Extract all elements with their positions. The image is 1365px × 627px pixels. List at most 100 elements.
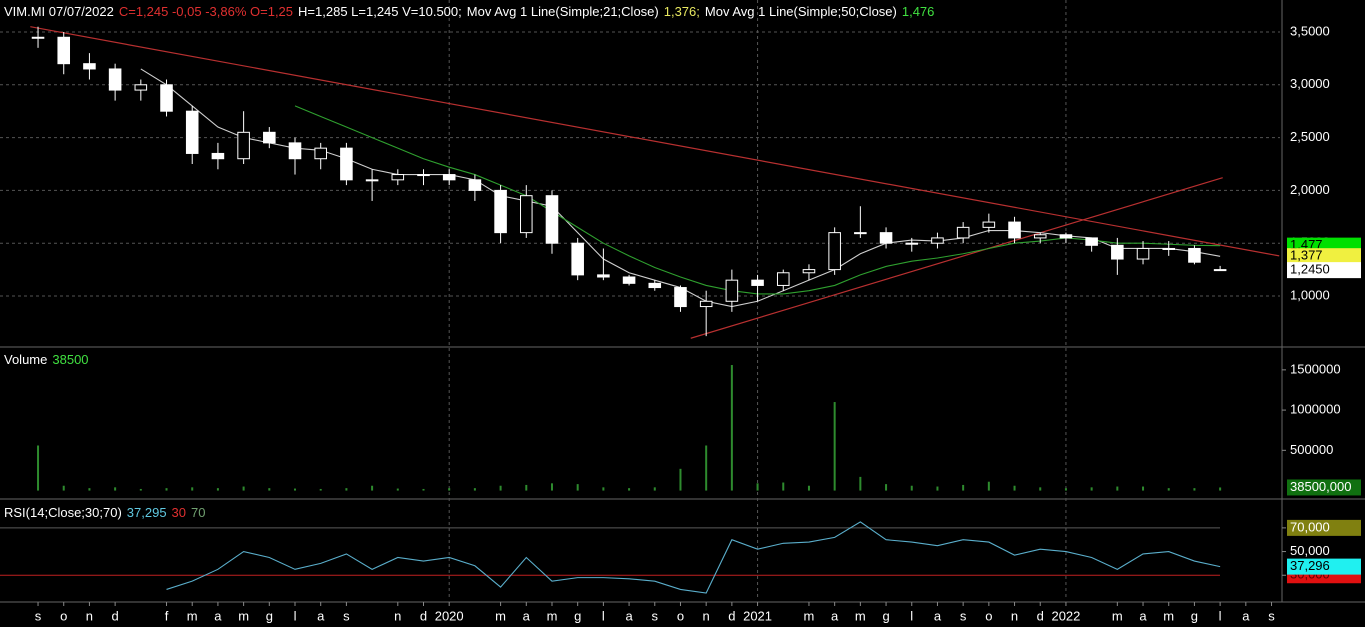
candle-body: [417, 174, 430, 177]
price-marker: [1287, 558, 1361, 575]
x-tick-label: 2021: [743, 608, 772, 623]
candle-body: [982, 221, 996, 228]
volume-bar: [576, 484, 579, 491]
candle-body: [674, 287, 687, 308]
candle-body: [442, 174, 456, 181]
x-tick-label: a: [523, 608, 531, 623]
y-tick-label: 1000000: [1290, 402, 1341, 417]
x-tick-label: f: [165, 608, 169, 623]
header-part: 1,476: [902, 4, 935, 19]
candle-body: [31, 36, 45, 39]
price-marker-label: 1,2450: [1290, 262, 1330, 277]
price-marker: [1287, 479, 1361, 496]
candle-body: [854, 232, 867, 235]
candle-body: [828, 232, 841, 271]
y-tick-label: 3,5000: [1290, 23, 1330, 38]
y-tick-label: 1500000: [1290, 361, 1341, 376]
x-tick-label: s: [343, 608, 350, 623]
volume-bar: [910, 485, 913, 491]
candle-body: [699, 300, 713, 308]
volume-bar: [62, 485, 65, 491]
volume-bar: [602, 487, 605, 491]
candle-body: [571, 242, 584, 276]
volume-bar: [1193, 488, 1196, 491]
candle-body: [956, 226, 970, 239]
header-part: RSI(14;Close;30;70): [4, 505, 122, 520]
x-tick-label: m: [1163, 608, 1174, 623]
x-tick-label: a: [831, 608, 839, 623]
volume-bar: [1167, 488, 1170, 491]
volume-bar: [936, 486, 939, 491]
x-tick-label: m: [804, 608, 815, 623]
candle-body: [1008, 221, 1021, 239]
x-tick-label: o: [60, 608, 67, 623]
volume-bar: [987, 481, 990, 491]
x-tick-label: d: [728, 608, 735, 623]
x-tick-label: g: [882, 608, 889, 623]
candle-body: [391, 174, 405, 181]
candle-body: [288, 142, 302, 160]
x-tick-label: l: [1219, 608, 1222, 623]
candle-body: [83, 63, 96, 70]
header-part: 37,295: [127, 505, 167, 520]
volume-bar: [422, 488, 425, 491]
volume-bar: [396, 488, 399, 491]
candle-body: [468, 179, 482, 191]
volume-bar: [705, 445, 708, 491]
candle-body: [1059, 234, 1073, 239]
x-tick-label: n: [394, 608, 401, 623]
candle-body: [365, 179, 379, 182]
header-part: Mov Avg 1 Line(Simple;21;Close): [467, 4, 659, 19]
candle-body: [1085, 237, 1098, 246]
volume-bar: [807, 485, 810, 491]
candle-body: [648, 282, 662, 289]
x-tick-label: d: [1037, 608, 1044, 623]
volume-bar: [525, 484, 528, 491]
x-tick-label: s: [35, 608, 42, 623]
volume-bar: [1142, 486, 1145, 491]
volume-bar: [1064, 488, 1067, 491]
volume-bar: [1013, 485, 1016, 491]
volume-bar: [319, 488, 322, 491]
pane-header: VIM.MI 07/07/2022 C=1,245 -0,05 -3,86% O=…: [4, 4, 934, 19]
x-tick-label: a: [317, 608, 325, 623]
candle-body: [340, 147, 353, 181]
price-marker: [1287, 248, 1361, 265]
x-tick-label: m: [547, 608, 558, 623]
candle-body: [211, 152, 225, 160]
y-tick-label: 3,0000: [1290, 76, 1330, 91]
price-marker-label: 38500,000: [1290, 479, 1351, 494]
pane-header: Volume 38500: [4, 352, 89, 367]
x-tick-label: g: [574, 608, 581, 623]
y-tick-label: 1,0000: [1290, 287, 1330, 302]
candle-body: [1111, 244, 1124, 260]
x-tick-label: l: [294, 608, 297, 623]
candle-body: [108, 68, 122, 91]
y-tick-label: 50,000: [1290, 543, 1330, 558]
volume-bar: [88, 488, 91, 491]
y-tick-label: 500000: [1290, 442, 1333, 457]
candle-body: [622, 276, 636, 284]
price-marker-label: 37,296: [1290, 558, 1330, 573]
x-tick-label: a: [1139, 608, 1147, 623]
x-tick-label: s: [652, 608, 659, 623]
x-tick-label: 2020: [435, 608, 464, 623]
volume-bar: [628, 488, 631, 491]
volume-bar: [114, 487, 117, 491]
volume-bar: [833, 402, 836, 491]
x-tick-label: s: [960, 608, 967, 623]
volume-bar: [371, 485, 374, 491]
volume-bar: [885, 484, 888, 491]
y-tick-label: 2,0000: [1290, 182, 1330, 197]
candle-body: [905, 242, 919, 245]
volume-bar: [216, 488, 219, 491]
trendline: [30, 26, 1280, 257]
header-part: 38500: [52, 352, 88, 367]
trendline: [690, 177, 1223, 339]
x-tick-label: m: [495, 608, 506, 623]
header-part: VIM.MI 07/07/2022: [4, 4, 114, 19]
candle-body: [545, 195, 559, 244]
x-tick-label: a: [625, 608, 633, 623]
